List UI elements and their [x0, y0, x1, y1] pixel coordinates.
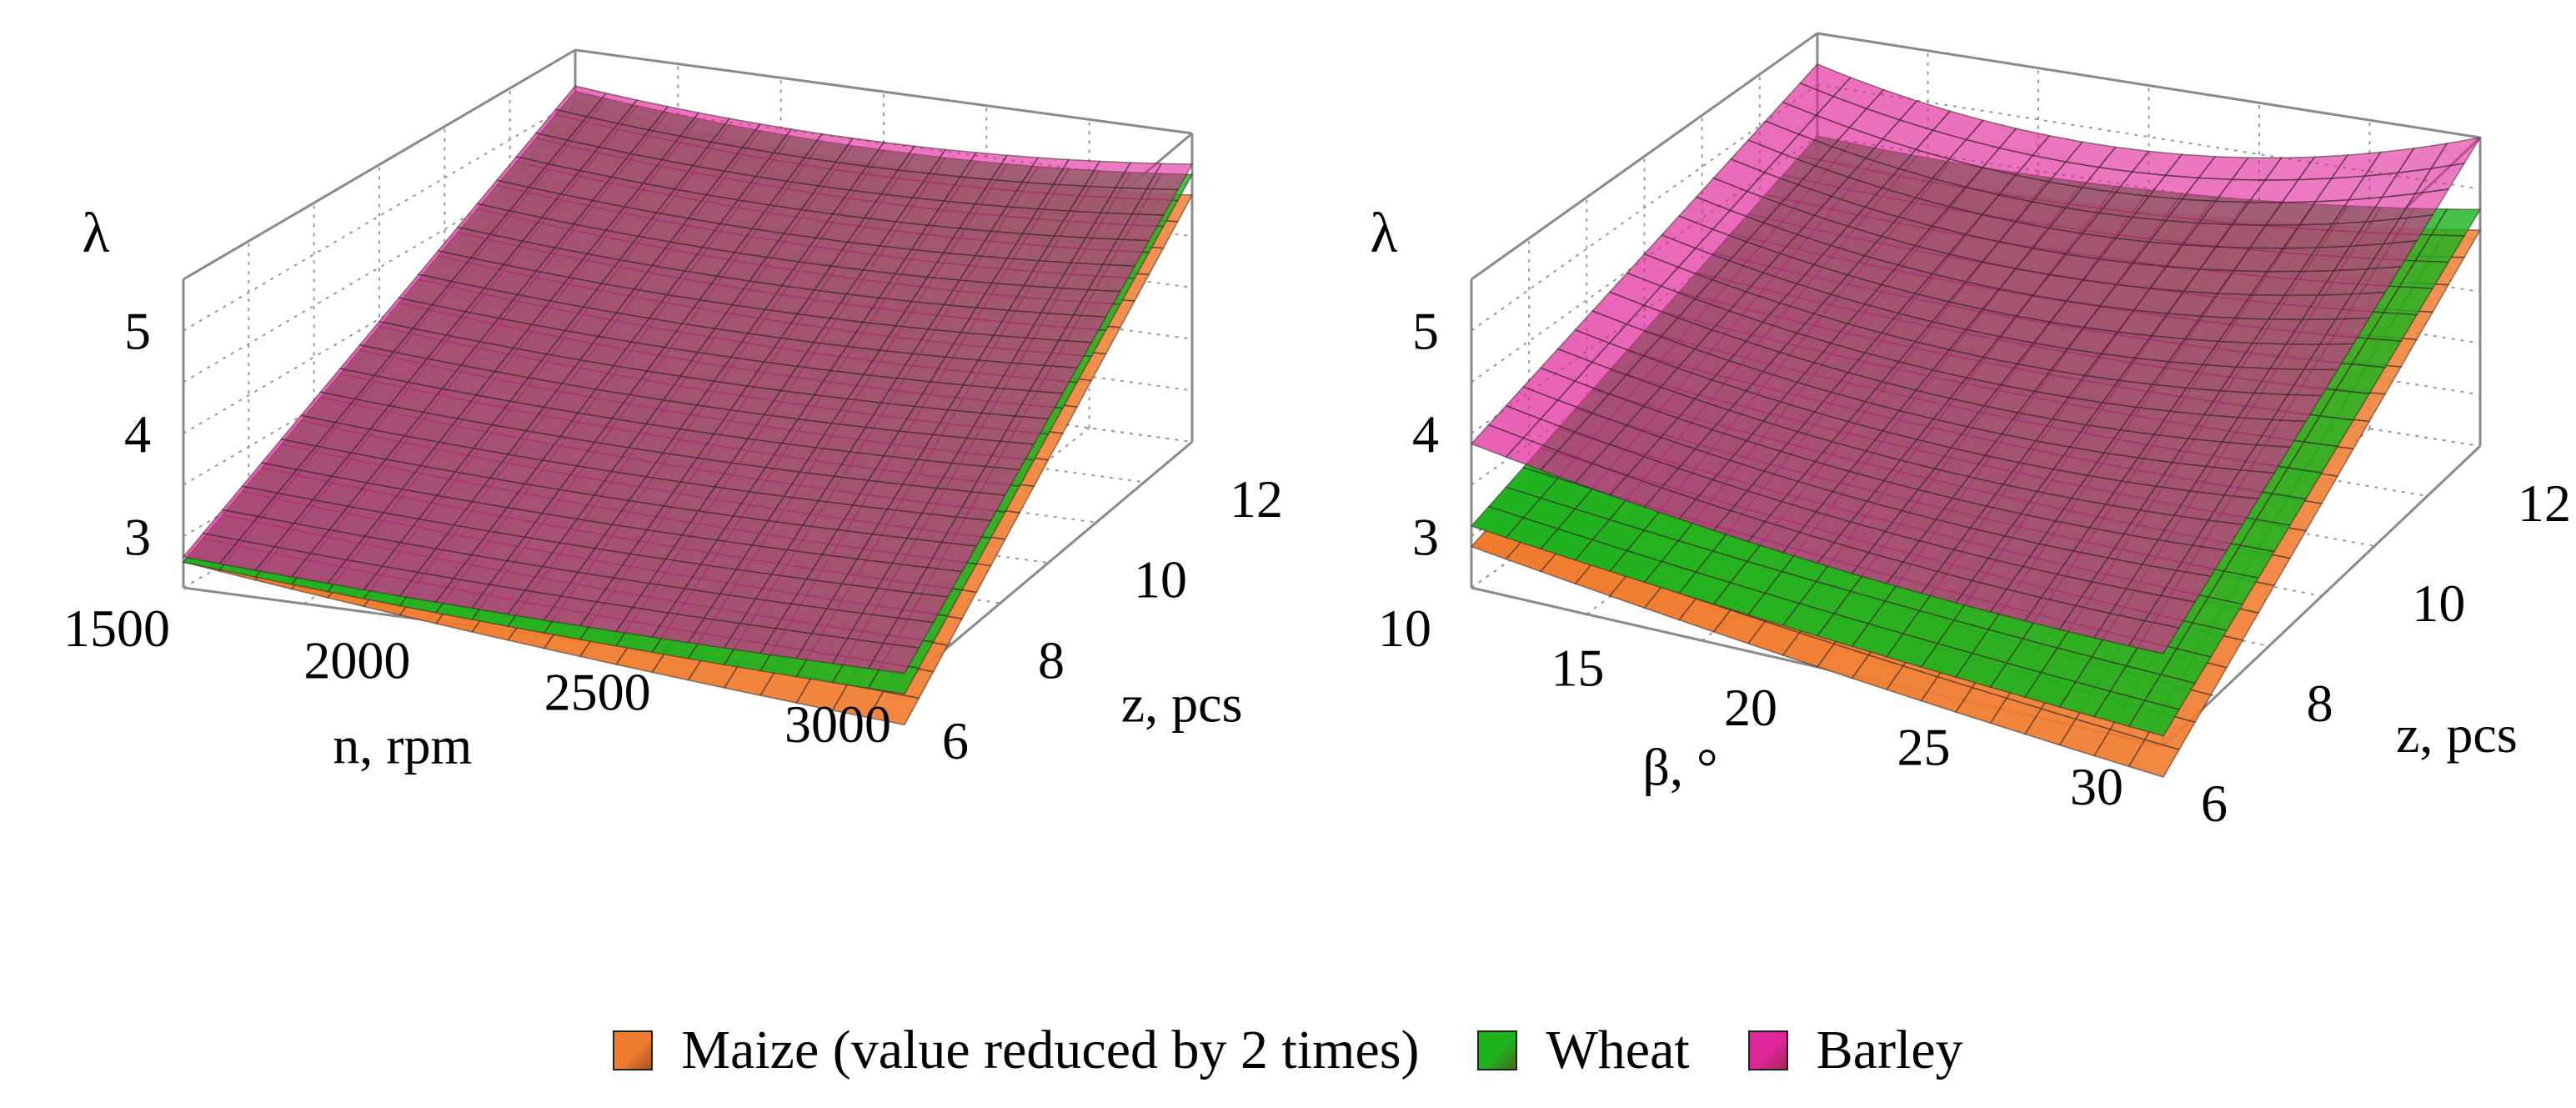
legend-label-barley: Barley [1816, 1020, 1963, 1080]
chart-right-beta-vs-z: 3 4 5λ 10 15 20 25 30 β, ° 6 8 10 12 z, pcs [1371, 32, 2571, 834]
surface-patch [182, 532, 240, 564]
y-tick-label: 10 [2412, 574, 2465, 633]
z-axis-label: λ [1371, 201, 1398, 264]
z-tick-label: 3 [1412, 507, 1439, 566]
axes-box-edge [904, 440, 1193, 685]
x-tick-label: 2000 [303, 630, 410, 689]
x-tick-label: 20 [1724, 678, 1777, 737]
z-tick-label: 5 [124, 302, 151, 361]
legend-label-wheat: Wheat [1546, 1020, 1690, 1080]
y-tick-label: 6 [942, 711, 969, 770]
surface-barley [182, 85, 1194, 674]
y-tick-label: 8 [2307, 674, 2333, 733]
axis-labels: 3 4 5λ 10 15 20 25 30 β, ° 6 8 10 12 z, pcs [1371, 201, 2571, 834]
y-tick-label: 6 [2201, 774, 2228, 833]
y-tick-label: 12 [1230, 469, 1283, 529]
surface-patch [1470, 505, 1525, 539]
x-tick-label: 10 [1378, 599, 1431, 658]
legend-swatch-barley [1747, 1030, 1788, 1070]
x-tick-label: 25 [1897, 718, 1951, 777]
y-tick-label: 8 [1038, 630, 1065, 689]
legend-item-barley: Barley [1747, 1019, 1963, 1082]
z-tick-label: 5 [1412, 302, 1439, 361]
z-tick-label: 3 [124, 507, 151, 566]
legend-label-maize: Maize (value reduced by 2 times) [681, 1020, 1420, 1080]
x-tick-label: 2500 [544, 663, 651, 722]
surfaces [1470, 63, 2482, 778]
chart-left-n-vs-z: 3 4 5λ 1500 2000 2500 3000 n, rpm 6 8 10 12 z, pcs [63, 48, 1283, 775]
axis-labels: 3 4 5λ 1500 2000 2500 3000 n, rpm 6 8 10 12 z, pcs [63, 201, 1283, 775]
axes-box-edge [1817, 32, 2481, 139]
legend-swatch-wheat [1477, 1030, 1518, 1070]
z-tick-label: 4 [1412, 404, 1439, 464]
axes-box-edge [574, 48, 1193, 135]
legend-item-wheat: Wheat [1477, 1019, 1690, 1082]
surface-barley [1470, 63, 2482, 654]
axes-box-edge [183, 48, 576, 281]
x-tick-label: 15 [1551, 639, 1605, 698]
z-axis-label: λ [83, 201, 110, 264]
y-axis-label: z, pcs [2396, 704, 2518, 764]
x-tick-label: 30 [2070, 757, 2123, 816]
back-wall-gridline [1817, 83, 2481, 190]
y-axis-label: z, pcs [1121, 674, 1243, 734]
legend: Maize (value reduced by 2 times) Wheat B… [0, 1005, 2576, 1096]
axes-box-edge [1471, 32, 1818, 281]
left-wall-gridline [1471, 83, 1818, 332]
legend-item-maize: Maize (value reduced by 2 times) [613, 1019, 1419, 1082]
axes-box-edge [2162, 444, 2482, 748]
x-tick-label: 1500 [63, 599, 170, 658]
x-axis-label: n, rpm [333, 715, 472, 775]
y-tick-label: 12 [2518, 474, 2571, 533]
left-wall-gridline [183, 100, 576, 332]
x-tick-label: 3000 [784, 694, 891, 754]
z-tick-label: 4 [124, 404, 151, 464]
y-tick-label: 10 [1134, 550, 1187, 609]
x-axis-label: β, ° [1642, 738, 1717, 797]
surfaces [182, 85, 1194, 726]
legend-swatch-maize [613, 1030, 654, 1070]
surface-patch [1470, 424, 1525, 459]
